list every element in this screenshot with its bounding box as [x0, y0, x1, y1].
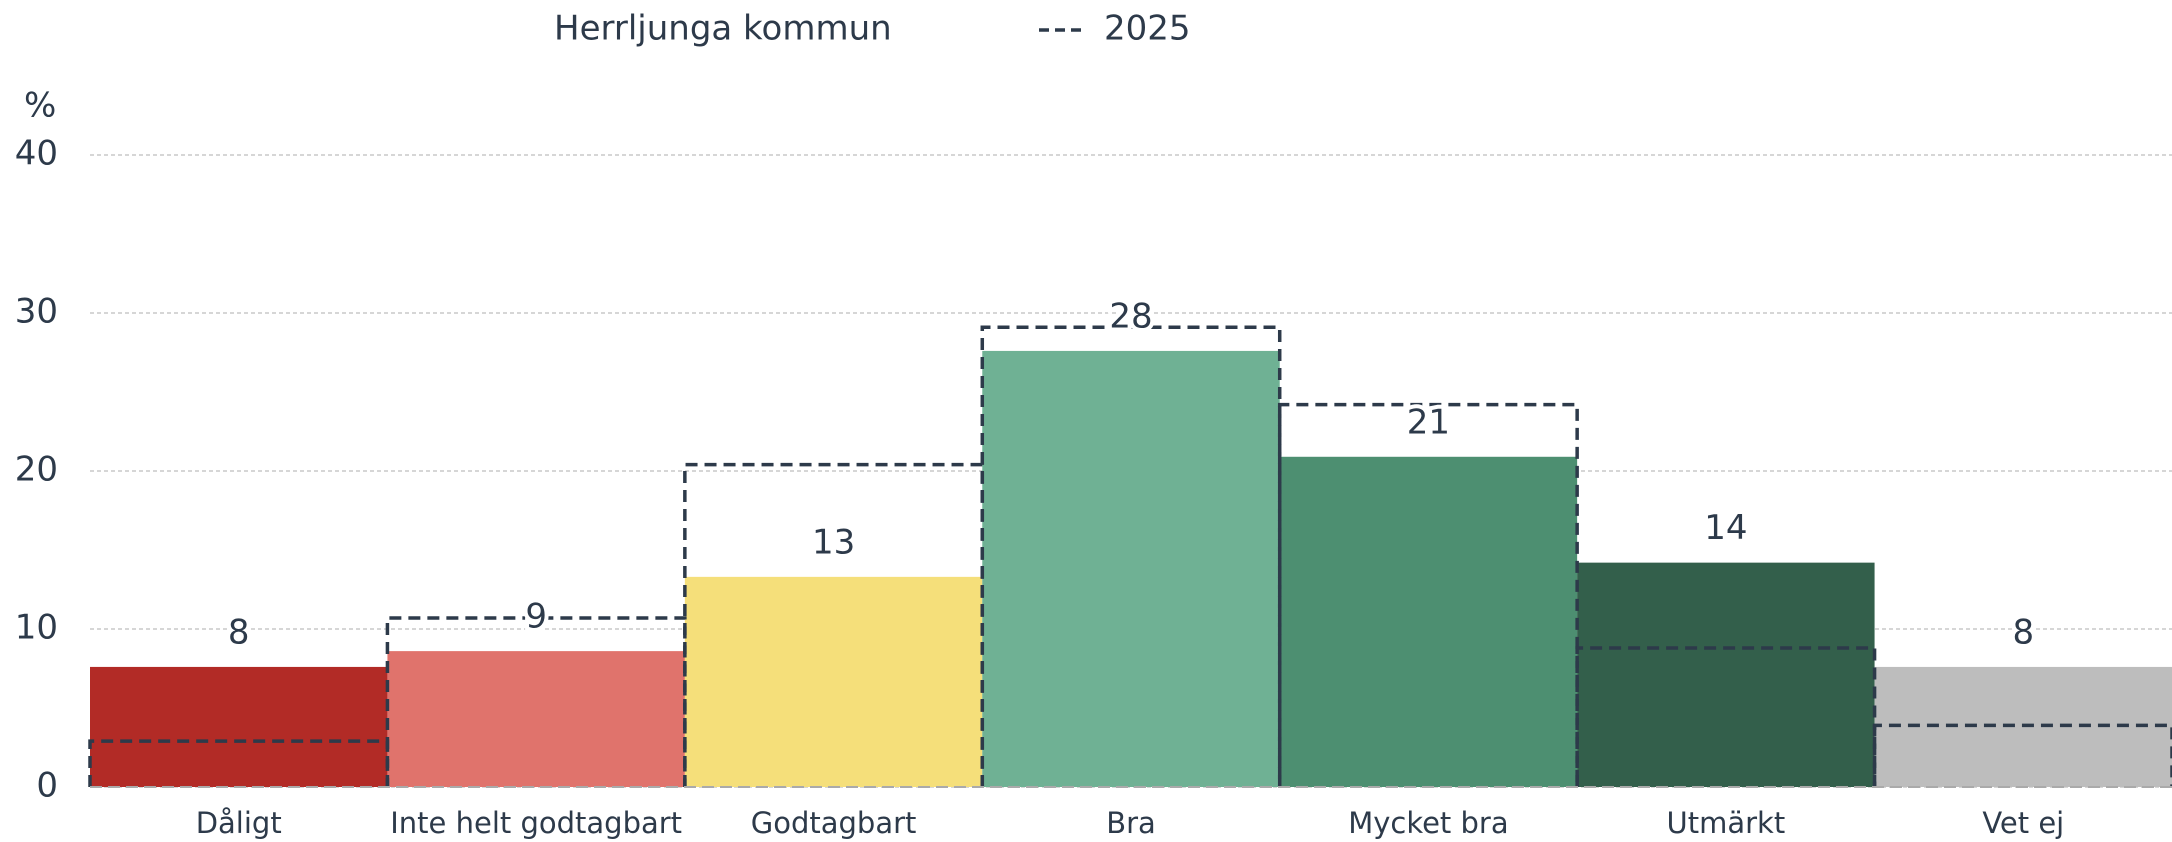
reference-outline [1872, 723, 2172, 787]
reference-outline [1277, 402, 1579, 787]
reference-outline [980, 325, 1282, 787]
y-tick-label: 0 [36, 766, 58, 806]
x-tick-label: Bra [1106, 806, 1156, 840]
bar [1279, 456, 1578, 787]
reference-outline [1575, 646, 1877, 787]
data-label: 14 [1704, 508, 1747, 548]
y-tick-label: 20 [15, 450, 58, 490]
data-label: 9 [525, 597, 547, 637]
x-tick-label: Inte helt godtagbart [390, 806, 682, 840]
data-label: 8 [2012, 612, 2034, 652]
data-label: 21 [1407, 402, 1450, 442]
legend-label: 2025 [1104, 9, 1191, 49]
bar [387, 651, 685, 787]
x-tick-label: Dåligt [196, 806, 282, 840]
bar [684, 576, 983, 787]
data-label: 13 [812, 522, 855, 562]
x-tick-label: Utmärkt [1666, 806, 1785, 840]
y-tick-label: 40 [15, 134, 58, 174]
x-tick-label: Godtagbart [751, 806, 917, 840]
bar [90, 666, 388, 787]
data-label: 8 [228, 612, 250, 652]
bar [982, 350, 1280, 787]
x-tick-label: Vet ej [1982, 806, 2064, 840]
x-tick-label: Mycket bra [1348, 806, 1508, 840]
bar [1577, 562, 1875, 787]
legend-label: Herrljunga kommun [554, 9, 892, 49]
y-tick-label: 30 [15, 292, 58, 332]
y-axis-label: % [24, 86, 56, 126]
y-tick-label: 10 [15, 608, 58, 648]
data-label: 28 [1109, 296, 1152, 336]
